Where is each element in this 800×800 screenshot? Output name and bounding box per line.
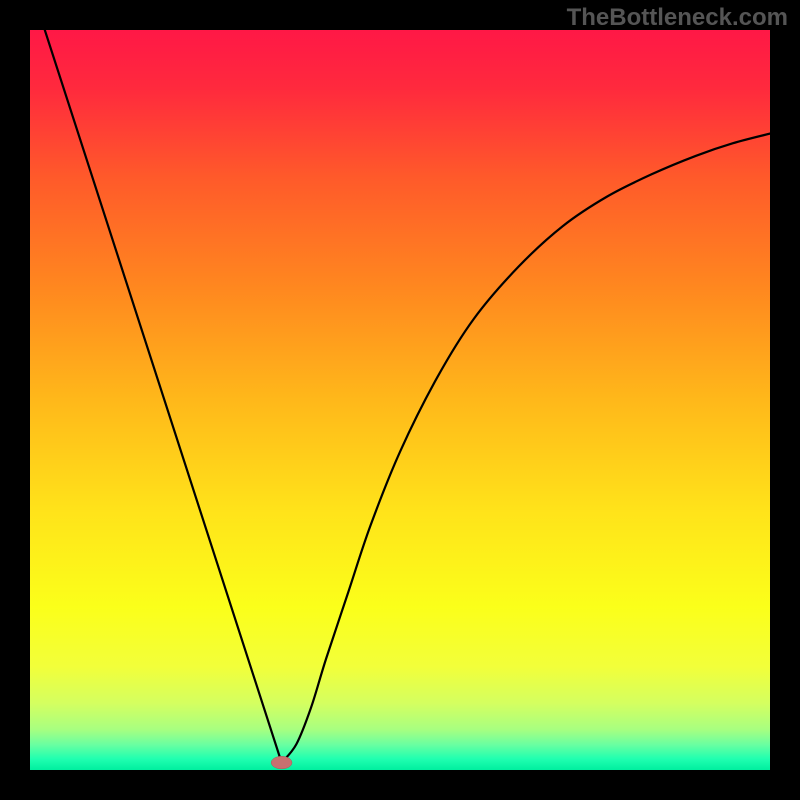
chart-svg xyxy=(0,0,800,800)
min-marker xyxy=(271,756,292,769)
chart-canvas: TheBottleneck.com xyxy=(0,0,800,800)
watermark-text: TheBottleneck.com xyxy=(567,4,788,32)
plot-background xyxy=(30,30,770,770)
